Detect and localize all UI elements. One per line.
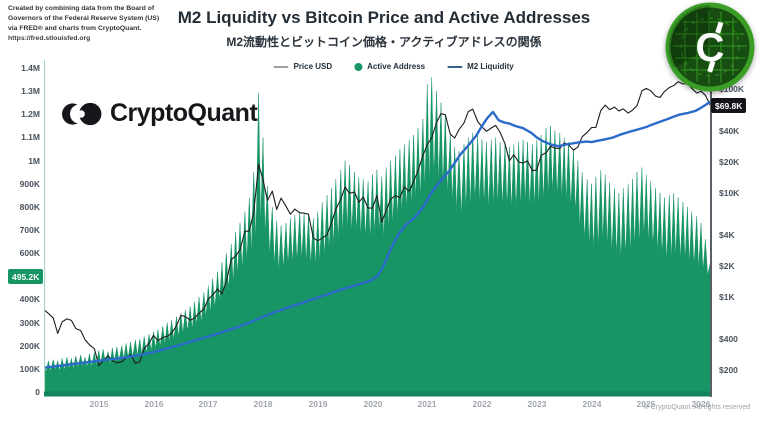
left-axis-tick: 1.4M [21, 63, 40, 73]
x-axis-tick: 2023 [527, 399, 547, 409]
right-axis-tick: $20K [719, 157, 740, 167]
x-axis-tick: 2022 [472, 399, 492, 409]
x-axis-tick: 2018 [253, 399, 273, 409]
legend-label: Price USD [293, 62, 333, 71]
x-axis-tick: 2020 [363, 399, 383, 409]
copyright-text: © CryptoQuant. All rights reserved [643, 404, 750, 411]
right-axis-tick: $2K [719, 261, 735, 271]
chart-legend: Price USD Active Address M2 Liquidity [273, 62, 514, 71]
legend-item-m2-liquidity: M2 Liquidity [447, 62, 514, 71]
right-axis-tick: $40K [719, 126, 740, 136]
circuit-pattern [673, 10, 747, 84]
left-axis-tick: 0 [35, 387, 40, 397]
cryptoquant-logo-text: CryptoQuant [110, 99, 258, 127]
left-axis-tick: 700K [19, 225, 40, 235]
left-axis-tick: 300K [19, 318, 40, 328]
page-subtitle-japanese: M2流動性とビットコイン価格・アクティブアドレスの関係 [226, 35, 542, 49]
x-axis-tick: 2016 [144, 399, 164, 409]
right-axis-tick: $10K [719, 188, 740, 198]
right-axis-tick: $200 [719, 365, 738, 375]
legend-item-price-usd: Price USD [273, 62, 332, 71]
right-axis-tick: $400 [719, 334, 738, 344]
attribution-line: Governors of the Federal Reserve System … [8, 14, 160, 22]
page-title: M2 Liquidity vs Bitcoin Price and Active… [177, 8, 591, 27]
left-axis-tick: 100K [19, 364, 40, 374]
cryptoquant-logo-icon [62, 102, 102, 125]
legend-label: M2 Liquidity [467, 62, 514, 71]
attribution-text: Created by combining data from the Board… [8, 4, 186, 43]
active-address-value-badge: 495.2K [8, 269, 44, 284]
m2-line-swatch-icon [447, 65, 463, 68]
chart-plot-area [44, 60, 712, 397]
attribution-line: Created by combining data from the Board… [8, 5, 155, 12]
cryptoquant-logo: CryptoQuant [62, 99, 258, 128]
right-axis-tick: $4K [719, 230, 735, 240]
legend-item-active-address: Active Address [354, 62, 425, 71]
left-axis-tick: 400K [19, 294, 40, 304]
price-line-swatch-icon [273, 65, 289, 68]
left-axis-tick: 200K [19, 341, 40, 351]
left-axis-tick: 600K [19, 248, 40, 258]
x-axis-tick: 2015 [89, 399, 109, 409]
left-axis-tick: 900K [19, 179, 40, 189]
left-axis-tick: 1.1M [21, 132, 40, 142]
left-axis-tick: 800K [19, 202, 40, 212]
left-axis-tick: 1.3M [21, 86, 40, 96]
left-axis-tick: 1.2M [21, 109, 40, 119]
attribution-line: via FRED® and charts from CryptoQuant. [8, 24, 142, 32]
legend-label: Active Address [367, 62, 426, 71]
price-value-badge: $69.8K [711, 98, 747, 113]
attribution-url: https://fred.stlouisfed.org [8, 34, 91, 42]
x-axis-tick: 2024 [582, 399, 602, 409]
left-axis-tick: 1M [28, 156, 40, 166]
crypto-coin-logo: C [665, 2, 755, 92]
active-address-dot-icon [354, 62, 363, 71]
x-axis-tick: 2017 [198, 399, 218, 409]
x-axis-tick: 2021 [417, 399, 437, 409]
x-axis-tick: 2019 [308, 399, 328, 409]
right-axis-tick: $1K [719, 292, 735, 302]
